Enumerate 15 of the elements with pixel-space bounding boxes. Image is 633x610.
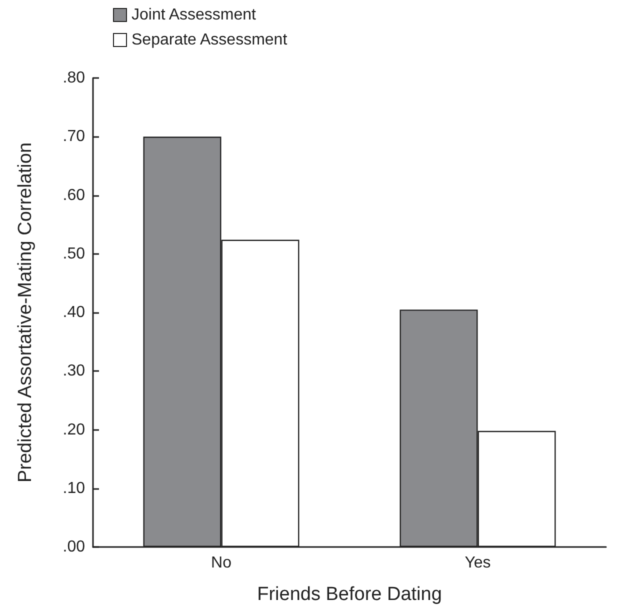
x-tick-label: No xyxy=(211,554,232,572)
y-tick-label: .80 xyxy=(62,70,86,86)
y-axis-title: Predicted Assortative-Mating Correlation xyxy=(15,142,36,483)
y-tick-label: .50 xyxy=(62,245,86,262)
y-tick-label: .40 xyxy=(62,304,86,321)
x-tick-label: Yes xyxy=(464,554,491,572)
y-tick-label: .70 xyxy=(62,128,86,146)
y-tick-label: .10 xyxy=(62,480,86,497)
legend-label: Joint Assessment xyxy=(132,6,257,24)
y-tick-label: .30 xyxy=(62,362,86,380)
y-tick-label: .60 xyxy=(62,186,86,204)
y-tick-label: .20 xyxy=(62,421,86,438)
y-tick-label: .00 xyxy=(62,538,86,556)
legend-label: Separate Assessment xyxy=(132,32,288,48)
x-axis-title: Friends Before Dating xyxy=(257,584,442,605)
